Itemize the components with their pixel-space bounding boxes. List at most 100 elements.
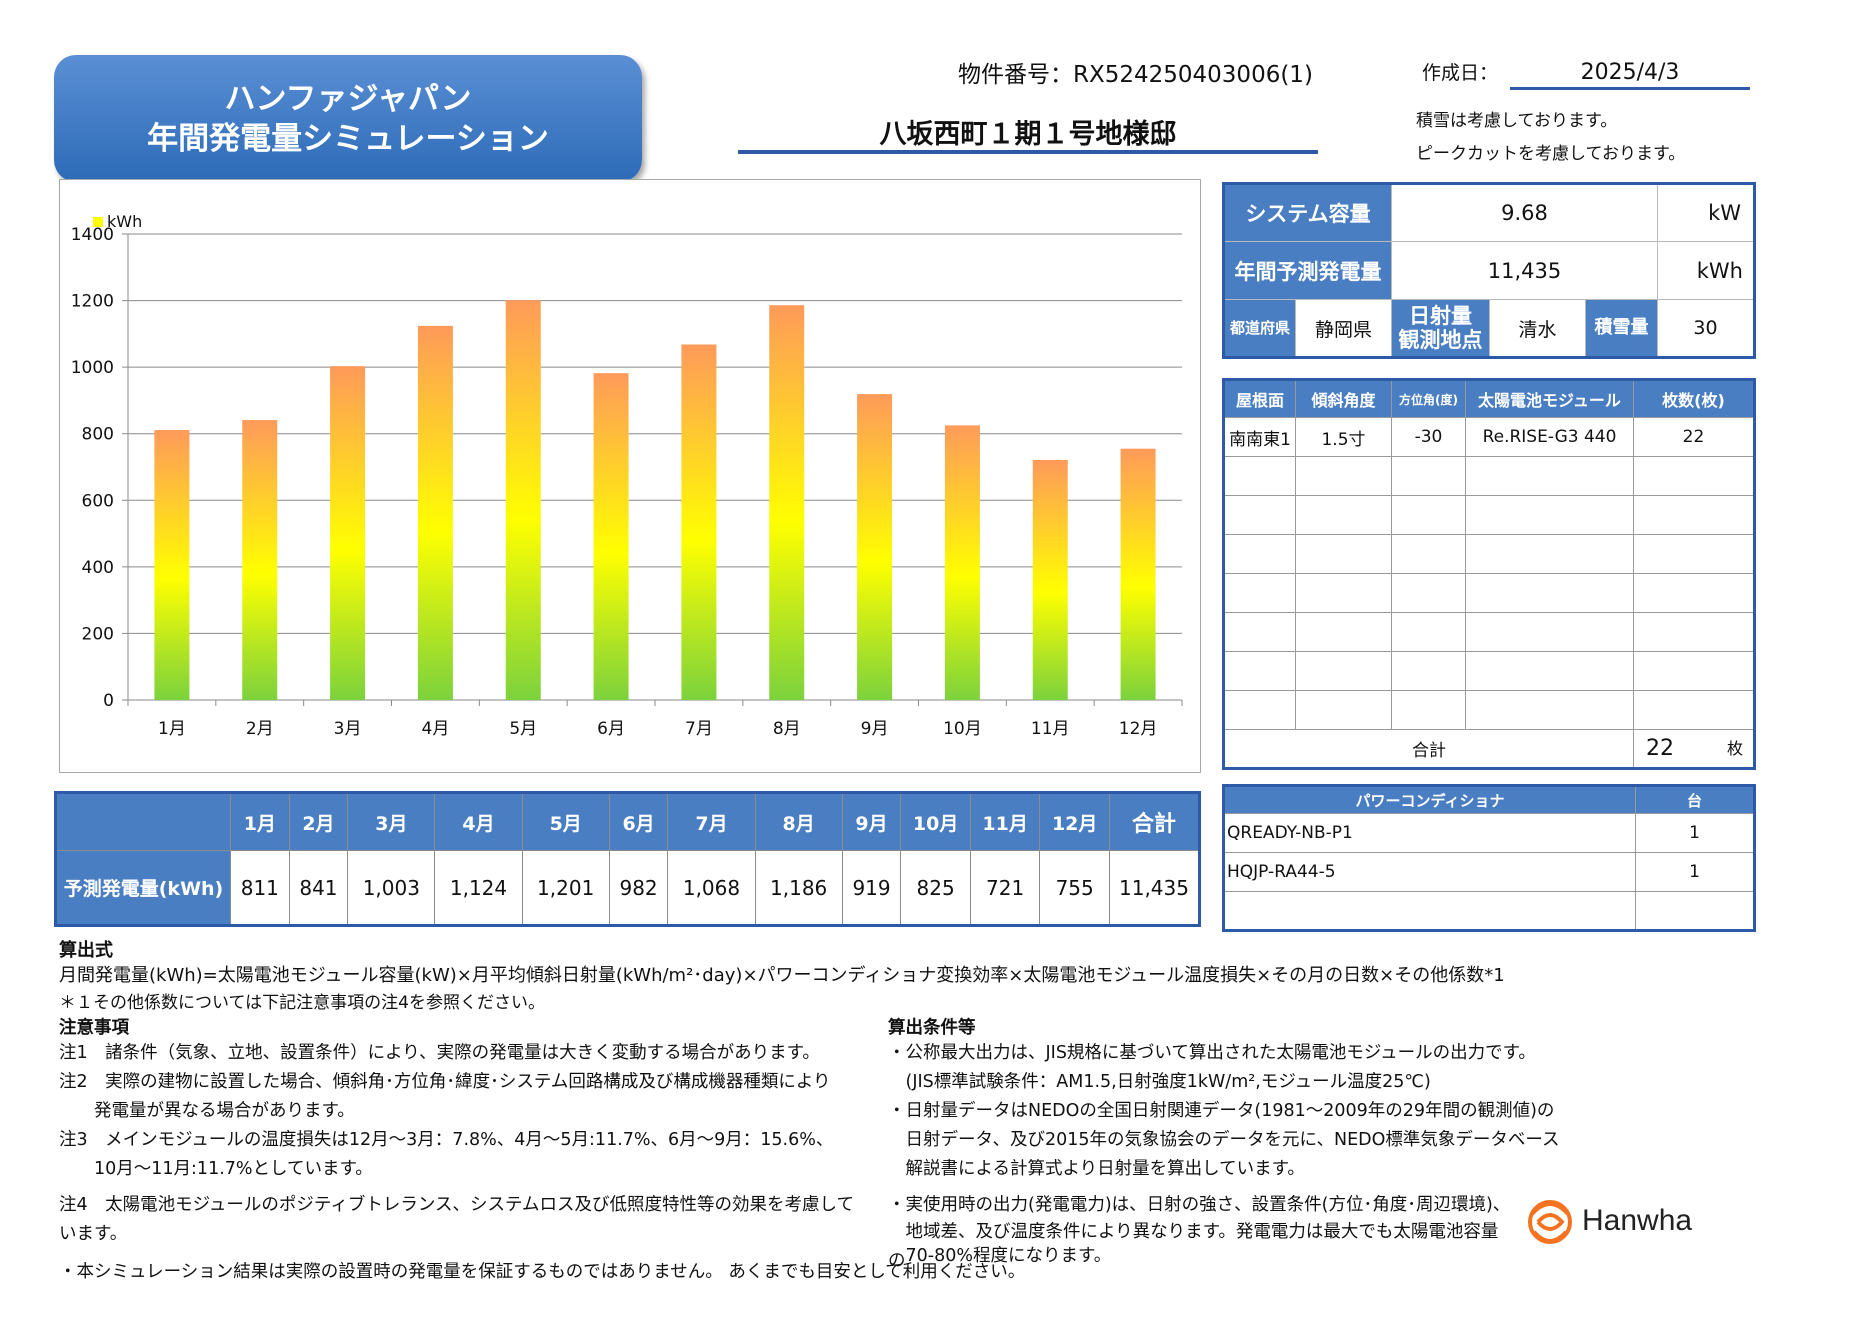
snow-note: 積雪は考慮しております。 — [1416, 111, 1618, 131]
month-value: 755 — [1039, 850, 1110, 926]
created-date-label: 作成日： — [1422, 62, 1499, 84]
x-tick-label: 4月 — [422, 719, 450, 739]
month-header: 8月 — [754, 792, 843, 851]
month-value: 721 — [969, 850, 1041, 926]
roof-total-label: 合計 — [1223, 729, 1634, 769]
table-row — [1223, 690, 1755, 730]
month-table-corner — [55, 792, 231, 851]
y-tick-label: 600 — [82, 491, 114, 511]
y-tick-label: 1400 — [71, 225, 114, 245]
table-row — [1223, 534, 1755, 574]
table-row: QREADY-NB-P1 1 — [1223, 813, 1755, 853]
roof-header-tilt: 傾斜角度 — [1295, 379, 1392, 418]
x-tick-label: 8月 — [773, 719, 801, 739]
pc-header-count: 台 — [1635, 785, 1755, 814]
month-header: 11月 — [969, 792, 1041, 851]
pc-header-name: パワーコンディショナ — [1223, 785, 1636, 814]
total-header: 合計 — [1109, 792, 1200, 851]
formula-note: ＊１その他係数については下記注意事項の注4を参照ください。 — [59, 993, 545, 1013]
annual-unit: kWh — [1657, 241, 1755, 300]
y-tick-label: 0 — [103, 691, 114, 711]
bar — [681, 344, 717, 700]
pc-count: 1 — [1635, 852, 1755, 892]
observation-label-line2: 観測地点 — [1398, 328, 1483, 352]
annual-value: 11,435 — [1391, 241, 1658, 300]
roof-tilt: 1.5寸 — [1295, 417, 1392, 457]
bar-chart-svg: 0 200 400 600 800 1000 1200 1400 1月 2月 3月 4月 5月 6月 7月 8… — [71, 212, 1183, 739]
legend-swatch — [93, 217, 103, 227]
roof-total-cell: 22 枚 — [1633, 729, 1755, 769]
bar — [1120, 448, 1156, 700]
month-value: 919 — [841, 850, 902, 926]
note-4: 注4 太陽電池モジュールのポジティブトレランス、システムロス及び低照度特性等の効… — [59, 1195, 854, 1244]
property-name: 八坂西町１期１号地様邸 — [738, 112, 1318, 154]
table-row — [1223, 573, 1755, 613]
x-tick-label: 6月 — [597, 719, 625, 739]
month-value: 841 — [288, 850, 349, 926]
formula-heading: 算出式 — [59, 940, 113, 961]
peakcut-note: ピークカットを考慮しております。 — [1416, 144, 1686, 164]
capacity-label: システム容量 — [1223, 183, 1392, 242]
title-line2: 年間発電量シミュレーション — [147, 120, 549, 157]
table-row — [1223, 891, 1755, 931]
roof-total-value: 22 — [1646, 735, 1674, 761]
roof-module-table: 屋根面 傾斜角度 方位角(度) 太陽電池モジュール 枚数(枚) 南南東1 1.5… — [1222, 378, 1756, 770]
month-value: 1,003 — [347, 850, 436, 926]
y-tick-label: 1200 — [71, 292, 114, 312]
annual-label: 年間予測発電量 — [1223, 241, 1392, 300]
month-value: 1,201 — [521, 850, 610, 926]
hanwha-logo-icon — [1528, 1200, 1572, 1244]
bar — [417, 325, 453, 700]
table-row — [1223, 495, 1755, 535]
x-tick-label: 11月 — [1031, 719, 1070, 739]
table-row: 南南東1 1.5寸 -30 Re.RISE-G3 440 22 — [1223, 417, 1755, 457]
roof-surface: 南南東1 — [1223, 417, 1296, 457]
snow-amount-value: 30 — [1657, 299, 1755, 358]
bar — [1032, 460, 1068, 700]
bar — [154, 430, 190, 700]
bar — [944, 425, 980, 700]
bar — [769, 305, 805, 700]
condition-2b: 日射データ、及び2015年の気象協会のデータを元に、NEDO標準気象データベース — [888, 1130, 1560, 1150]
pc-name: HQJP-RA44-5 — [1223, 852, 1636, 892]
y-tick-label: 800 — [82, 425, 114, 445]
month-header: 12月 — [1039, 792, 1110, 851]
created-date: 2025/4/3 — [1510, 56, 1750, 90]
note-3a: 注3 メインモジュールの温度損失は12月～3月：7.8%、4月～5月:11.7%… — [59, 1130, 834, 1150]
observation-label-line1: 日射量 — [1409, 304, 1472, 328]
bar — [505, 300, 541, 700]
prefecture-label: 都道府県 — [1223, 299, 1296, 358]
month-header: 5月 — [521, 792, 610, 851]
document-number: 物件番号：RX524250403006(1) — [958, 62, 1313, 88]
roof-azimuth: -30 — [1391, 417, 1466, 457]
bar — [593, 373, 629, 700]
condition-1a: ・公称最大出力は、JIS規格に基づいて算出された太陽電池モジュールの出力です。 — [888, 1043, 1536, 1063]
x-tick-label: 7月 — [685, 719, 713, 739]
bar — [857, 394, 893, 700]
title-line1: ハンファジャパン — [224, 80, 472, 117]
total-value: 11,435 — [1109, 850, 1200, 926]
month-value: 1,186 — [754, 850, 843, 926]
capacity-value: 9.68 — [1391, 183, 1658, 242]
note-3b: 10月～11月:11.7%としています。 — [59, 1159, 373, 1179]
condition-3b: 地域差、及び温度条件により異なります。発電電力は最大でも太陽電池容量の — [888, 1222, 1499, 1271]
power-conditioner-table: パワーコンディショナ 台 QREADY-NB-P1 1 HQJP-RA44-5 … — [1222, 784, 1756, 932]
x-tick-label: 5月 — [509, 719, 537, 739]
note-2b: 発電量が異なる場合があります。 — [59, 1101, 355, 1121]
table-row: HQJP-RA44-5 1 — [1223, 852, 1755, 892]
x-tick-label: 3月 — [334, 719, 362, 739]
conditions-heading: 算出条件等 — [888, 1018, 976, 1038]
disclaimer-footer: ・本シミュレーション結果は実際の設置時の発電量を保証するものではありません。 あ… — [59, 1262, 1026, 1282]
y-tick-label: 1000 — [71, 358, 114, 378]
monthly-generation-table: 1月 2月 3月 4月 5月 6月 7月 8月 9月 10月 11月 12月 合計 予測発電量(kWh)… — [54, 791, 1201, 927]
condition-3c: 70-80%程度になります。 — [888, 1246, 1112, 1266]
y-tick-label: 200 — [82, 624, 114, 644]
bar — [330, 366, 366, 700]
condition-1b: (JIS標準試験条件：AM1.5,日射強度1kW/m²,モジュール温度25℃) — [888, 1072, 1431, 1092]
roof-header-azimuth: 方位角(度) — [1391, 379, 1466, 418]
month-header: 6月 — [608, 792, 669, 851]
forecast-row-label: 予測発電量(kWh) — [55, 850, 231, 926]
prefecture-value: 静岡県 — [1295, 299, 1392, 358]
table-row — [1223, 651, 1755, 691]
roof-total-row: 合計 22 枚 — [1223, 729, 1755, 769]
